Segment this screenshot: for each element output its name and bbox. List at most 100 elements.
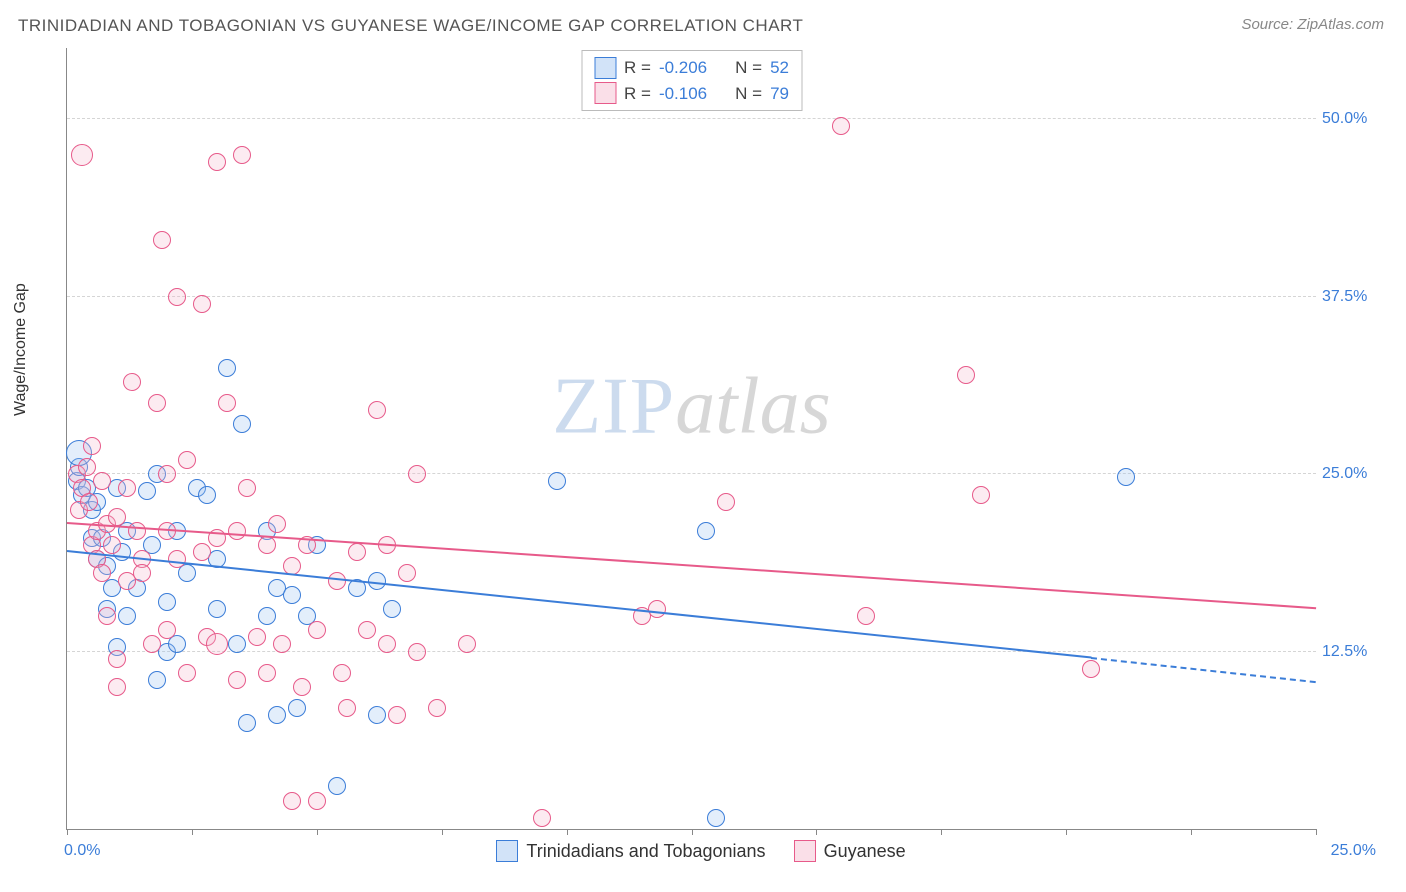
- scatter-point-gy: [857, 607, 875, 625]
- scatter-point-tt: [268, 706, 286, 724]
- scatter-point-gy: [533, 809, 551, 827]
- gridline: [67, 296, 1316, 297]
- scatter-point-tt: [548, 472, 566, 490]
- scatter-point-gy: [333, 664, 351, 682]
- r-label: R =: [624, 81, 651, 107]
- n-label: N =: [735, 55, 762, 81]
- scatter-point-tt: [288, 699, 306, 717]
- gridline: [67, 651, 1316, 652]
- legend-swatch: [794, 840, 816, 862]
- legend-swatch: [594, 82, 616, 104]
- scatter-point-tt: [328, 777, 346, 795]
- regression-line-gy: [67, 522, 1316, 609]
- scatter-point-tt: [707, 809, 725, 827]
- scatter-point-gy: [248, 628, 266, 646]
- x-tick: [442, 829, 443, 835]
- legend-swatch: [594, 57, 616, 79]
- r-value: -0.106: [659, 81, 707, 107]
- x-tick: [192, 829, 193, 835]
- scatter-point-gy: [178, 451, 196, 469]
- scatter-point-gy: [957, 366, 975, 384]
- x-tick: [567, 829, 568, 835]
- scatter-point-tt: [258, 607, 276, 625]
- scatter-point-gy: [153, 231, 171, 249]
- plot-area: ZIPatlas R = -0.206 N = 52 R = -0.106 N = 7…: [66, 48, 1316, 830]
- scatter-point-gy: [338, 699, 356, 717]
- scatter-point-gy: [233, 146, 251, 164]
- scatter-point-gy: [80, 493, 98, 511]
- n-value: 52: [770, 55, 789, 81]
- scatter-point-gy: [123, 373, 141, 391]
- scatter-point-gy: [133, 564, 151, 582]
- scatter-point-gy: [193, 295, 211, 313]
- scatter-point-gy: [268, 515, 286, 533]
- scatter-point-gy: [108, 678, 126, 696]
- x-tick: [1066, 829, 1067, 835]
- scatter-point-gy: [71, 144, 93, 166]
- x-tick: [1316, 829, 1317, 835]
- scatter-point-gy: [158, 465, 176, 483]
- r-value: -0.206: [659, 55, 707, 81]
- watermark-atlas: atlas: [675, 363, 831, 451]
- scatter-point-gy: [972, 486, 990, 504]
- scatter-point-gy: [108, 650, 126, 668]
- y-tick-label: 37.5%: [1322, 288, 1380, 306]
- legend-item-tt: Trinidadians and Tobagonians: [496, 840, 765, 862]
- watermark: ZIPatlas: [552, 362, 831, 453]
- n-label: N =: [735, 81, 762, 107]
- scatter-point-gy: [258, 664, 276, 682]
- scatter-point-tt: [368, 706, 386, 724]
- legend-swatch: [496, 840, 518, 862]
- chart-title: TRINIDADIAN AND TOBAGONIAN VS GUYANESE W…: [18, 16, 803, 36]
- y-tick-label: 25.0%: [1322, 465, 1380, 483]
- scatter-point-gy: [118, 479, 136, 497]
- gridline: [67, 118, 1316, 119]
- scatter-point-gy: [358, 621, 376, 639]
- scatter-point-gy: [308, 621, 326, 639]
- scatter-point-gy: [283, 792, 301, 810]
- x-tick: [1191, 829, 1192, 835]
- scatter-point-gy: [238, 479, 256, 497]
- scatter-point-tt: [228, 635, 246, 653]
- scatter-point-gy: [78, 458, 96, 476]
- scatter-point-gy: [428, 699, 446, 717]
- scatter-point-gy: [1082, 660, 1100, 678]
- scatter-point-gy: [348, 543, 366, 561]
- scatter-point-gy: [398, 564, 416, 582]
- scatter-point-gy: [208, 153, 226, 171]
- scatter-point-gy: [148, 394, 166, 412]
- scatter-point-gy: [168, 550, 186, 568]
- scatter-point-gy: [206, 633, 228, 655]
- x-tick: [67, 829, 68, 835]
- scatter-point-gy: [93, 472, 111, 490]
- scatter-point-gy: [178, 664, 196, 682]
- scatter-point-tt: [218, 359, 236, 377]
- source-label: Source: ZipAtlas.com: [1241, 16, 1384, 33]
- n-value: 79: [770, 81, 789, 107]
- scatter-point-tt: [158, 593, 176, 611]
- r-label: R =: [624, 55, 651, 81]
- scatter-point-gy: [378, 635, 396, 653]
- y-axis-label: Wage/Income Gap: [12, 283, 30, 416]
- scatter-point-gy: [258, 536, 276, 554]
- legend-label: Guyanese: [824, 841, 906, 862]
- legend-row-tt: R = -0.206 N = 52: [594, 55, 789, 81]
- series-legend: Trinidadians and Tobagonians Guyanese: [18, 840, 1384, 862]
- regression-line-tt: [1091, 657, 1316, 683]
- scatter-point-gy: [103, 536, 121, 554]
- scatter-point-tt: [283, 586, 301, 604]
- scatter-point-tt: [697, 522, 715, 540]
- scatter-point-gy: [832, 117, 850, 135]
- y-tick-label: 50.0%: [1322, 110, 1380, 128]
- legend-label: Trinidadians and Tobagonians: [526, 841, 765, 862]
- x-tick: [692, 829, 693, 835]
- scatter-point-gy: [458, 635, 476, 653]
- scatter-point-gy: [128, 522, 146, 540]
- scatter-point-gy: [368, 401, 386, 419]
- scatter-point-gy: [648, 600, 666, 618]
- scatter-point-gy: [93, 564, 111, 582]
- x-tick: [816, 829, 817, 835]
- x-tick: [317, 829, 318, 835]
- legend-item-gy: Guyanese: [794, 840, 906, 862]
- scatter-point-gy: [308, 792, 326, 810]
